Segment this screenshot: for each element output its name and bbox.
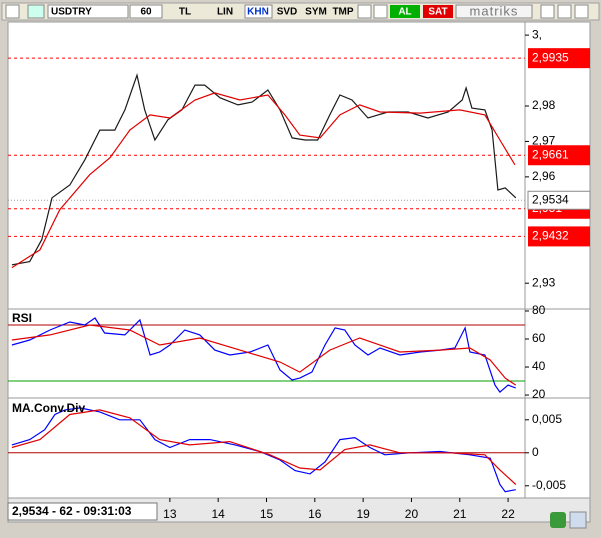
last-price-tag <box>527 190 591 210</box>
level-label: 2,9661 <box>532 147 569 161</box>
y-tick-label: 2,93 <box>532 275 556 289</box>
y-tick-label: 3, <box>532 27 542 41</box>
y-tick-label: 40 <box>532 359 546 373</box>
y-tick-label: 20 <box>532 387 546 401</box>
toolbar-button[interactable]: KHN <box>247 7 269 18</box>
toolbar-active <box>244 4 273 19</box>
toolbar-icon[interactable] <box>574 4 589 19</box>
y-tick-label: 2,96 <box>532 169 556 183</box>
y-tick-label: -0,005 <box>532 478 566 492</box>
y-tick-label: 2,97 <box>532 134 556 148</box>
series-line <box>11 409 517 485</box>
sell-label: SAT <box>428 7 447 18</box>
level-label: 2,9432 <box>532 229 569 243</box>
toolbar-button[interactable]: LIN <box>217 7 233 18</box>
y-tick-label: 80 <box>532 303 546 317</box>
status: 2,9534 - 62 - 09:31:03 <box>12 504 132 518</box>
x-tick-label: 21 <box>453 507 467 521</box>
level-tag <box>528 48 590 69</box>
x-tick-label: 13 <box>163 507 177 521</box>
sell-button[interactable] <box>423 5 453 18</box>
toolbar-button[interactable]: SYM <box>305 7 327 18</box>
toolbar-icon[interactable] <box>5 4 20 19</box>
x-tick-label: 15 <box>260 507 274 521</box>
toolbar-button[interactable]: TMP <box>332 7 353 18</box>
series-line <box>11 317 517 393</box>
plot-background <box>7 21 591 499</box>
y-tick-label: 2,98 <box>532 98 556 112</box>
last-price-label: 2,9534 <box>532 192 569 206</box>
brand: matriks <box>470 3 519 18</box>
buy-label: AL <box>398 7 411 18</box>
status-box <box>7 502 158 521</box>
toolbar-button[interactable]: TL <box>179 7 191 18</box>
buy-button[interactable] <box>390 5 420 18</box>
x-tick-label: 20 <box>405 507 419 521</box>
y-tick-label: 60 <box>532 331 546 345</box>
toolbar-icon[interactable] <box>557 4 572 19</box>
panel-title: RSI <box>12 311 32 325</box>
brand-box <box>455 4 533 19</box>
series-line <box>11 92 516 269</box>
series-line <box>11 324 517 386</box>
symbol: USDTRY <box>51 7 92 18</box>
level-tag <box>528 226 590 247</box>
toolbar-icon[interactable] <box>540 4 555 19</box>
y-tick-label: 0 <box>532 445 539 459</box>
x-tick-label: 19 <box>356 507 370 521</box>
toolbar-button[interactable]: 60 <box>140 7 152 18</box>
plot-layer: 3,2,982,972,962,932,99352,96612,9512,943… <box>8 27 591 521</box>
level-tag <box>528 145 590 166</box>
toolbar-icon[interactable] <box>373 4 388 19</box>
toolbar-icon[interactable] <box>27 4 45 19</box>
series-line <box>11 73 517 266</box>
x-tick-label: 16 <box>308 507 322 521</box>
level-label: 2,9935 <box>532 50 569 64</box>
toolbar-button[interactable]: SVD <box>277 7 298 18</box>
period-box[interactable] <box>129 4 163 19</box>
panel-title: MA.Conv.Div <box>12 401 85 415</box>
scroll-button[interactable] <box>569 511 587 529</box>
toolbar-icon[interactable] <box>357 4 372 19</box>
x-tick-label: 14 <box>212 507 226 521</box>
symbol-box[interactable] <box>47 4 129 19</box>
y-tick-label: 0,005 <box>532 412 562 426</box>
series-line <box>11 407 516 493</box>
refresh-button[interactable] <box>550 512 566 528</box>
x-tick-label: 22 <box>501 507 515 521</box>
